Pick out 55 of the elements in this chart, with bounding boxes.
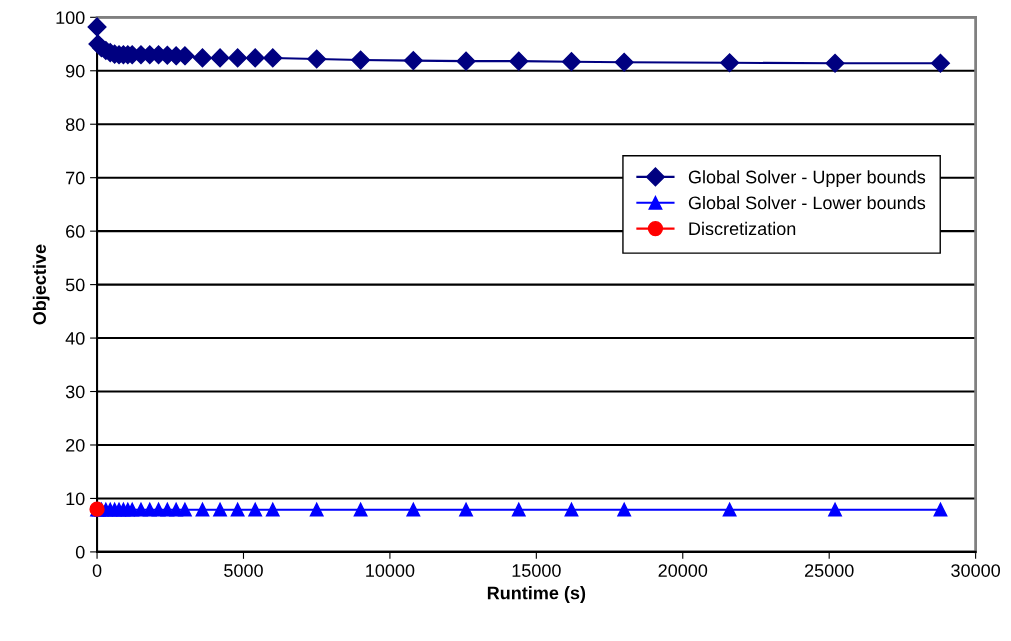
y-tick-label: 20 (66, 438, 85, 452)
point (561, 52, 582, 72)
point (511, 502, 526, 517)
x-tick-label: 15000 (512, 564, 561, 577)
y-tick-label: 50 (65, 278, 85, 292)
point (351, 50, 371, 70)
point (195, 502, 210, 517)
point (210, 48, 230, 68)
point (230, 502, 245, 517)
legend-label: Global Solver - Lower bounds (688, 196, 926, 210)
x-tick-label: 20000 (658, 564, 708, 577)
x-axis-title: Runtime (s) (487, 586, 586, 603)
point (509, 51, 529, 71)
y-tick-label: 70 (66, 171, 85, 185)
point (248, 502, 263, 517)
point (213, 502, 227, 517)
x-tick-label: 10000 (366, 564, 415, 577)
point (564, 502, 579, 517)
legend-label: Global Solver - Upper bounds (688, 170, 926, 187)
y-tick-label: 60 (66, 225, 85, 238)
point (403, 51, 423, 71)
point (459, 502, 473, 517)
y-tick-label: 10 (66, 492, 85, 506)
point (456, 51, 476, 71)
point (192, 48, 213, 68)
point (353, 502, 368, 517)
point (245, 48, 265, 68)
point (309, 502, 324, 517)
point (87, 17, 107, 37)
point (617, 502, 632, 517)
point (263, 48, 283, 68)
point (614, 52, 634, 72)
y-tick-label: 40 (65, 332, 85, 345)
point (265, 502, 280, 517)
x-tick-label: 5000 (224, 564, 263, 577)
y-axis-title: Objective (32, 244, 50, 325)
point (930, 53, 951, 73)
y-tick-label: 90 (66, 64, 85, 78)
point (177, 502, 192, 517)
point (825, 53, 845, 73)
point (406, 502, 421, 517)
x-tick-label: 0 (92, 564, 102, 577)
point (228, 48, 248, 68)
point (828, 502, 842, 517)
y-tick-label: 0 (75, 545, 85, 559)
y-tick-label: 100 (56, 11, 85, 25)
y-tick-label: 80 (65, 118, 85, 131)
x-tick-label: 30000 (951, 564, 1001, 577)
point (933, 502, 948, 517)
point (307, 49, 327, 69)
point (720, 53, 740, 73)
point (722, 502, 737, 517)
x-tick-label: 25000 (805, 564, 854, 577)
y-tick-label: 30 (65, 385, 85, 399)
legend-label: Discretization (689, 221, 796, 236)
